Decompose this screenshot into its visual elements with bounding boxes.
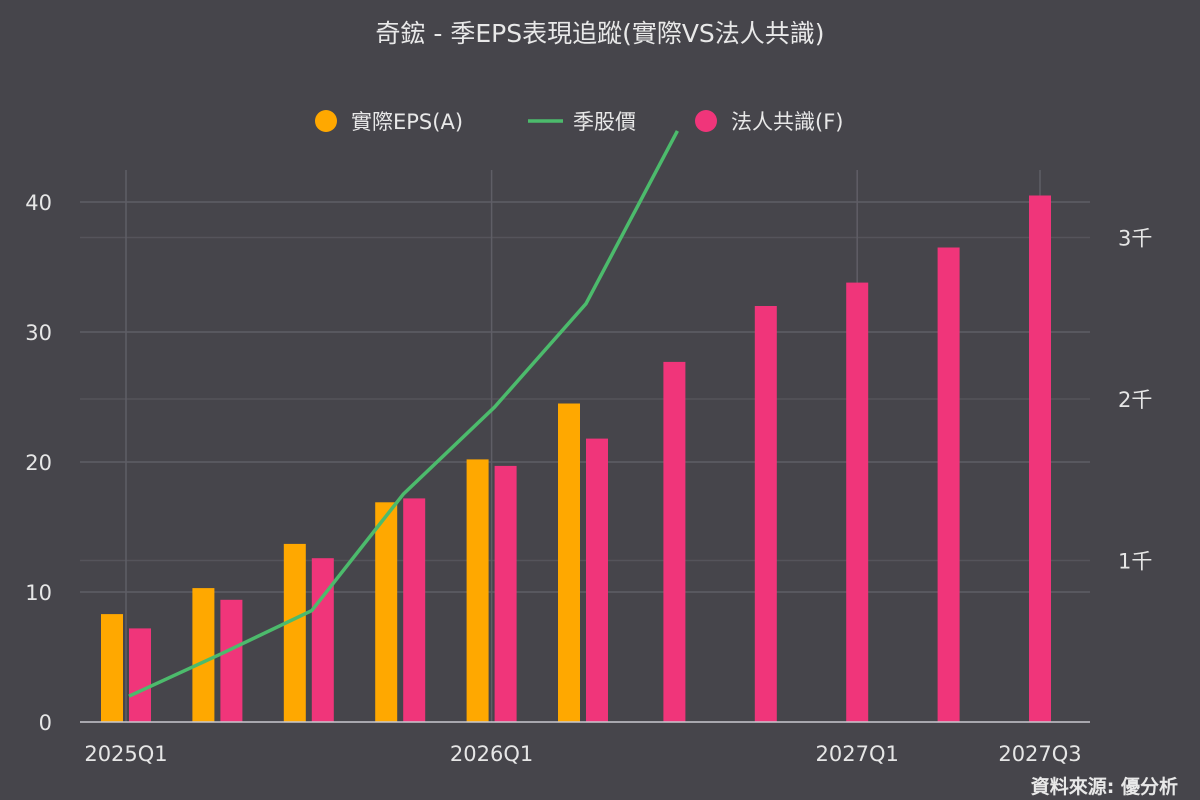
chart-title: 奇鋐 - 季EPS表現追蹤(實際VS法人共識) (375, 19, 824, 48)
bar-consensus[interactable] (937, 247, 960, 723)
bar-consensus[interactable] (494, 465, 517, 722)
bar-actual-eps[interactable] (375, 502, 398, 722)
y-left-tick-label: 40 (25, 191, 52, 215)
bar-actual-eps[interactable] (466, 459, 489, 722)
y-left-tick-label: 20 (25, 451, 52, 475)
legend-item-consensus[interactable]: 法人共識(F) (695, 110, 843, 134)
bar-actual-eps[interactable] (192, 588, 215, 722)
y-right-tick-label: 3千 (1118, 227, 1152, 251)
bar-consensus[interactable] (403, 498, 426, 722)
bar-consensus[interactable] (754, 306, 777, 722)
bar-actual-eps[interactable] (558, 403, 580, 723)
price-line-layer (128, 130, 679, 698)
x-tick-label: 2025Q1 (84, 742, 167, 766)
legend-item-stock-price[interactable]: 季股價 (528, 110, 636, 134)
y-right-tick-label: 1千 (1118, 550, 1152, 574)
legend-label-stock-price: 季股價 (573, 110, 636, 134)
bar-actual-eps[interactable] (283, 543, 306, 722)
x-tick-label: 2027Q3 (998, 742, 1081, 766)
bar-consensus[interactable] (1029, 195, 1051, 723)
bar-consensus[interactable] (846, 282, 869, 722)
y-left-tick-label: 30 (25, 321, 52, 345)
x-tick-label: 2027Q1 (816, 742, 899, 766)
bar-actual-eps[interactable] (101, 614, 123, 722)
y-left-tick-label: 0 (39, 711, 52, 735)
source-label: 資料來源: 優分析 (1031, 775, 1178, 798)
legend-item-actual-eps[interactable]: 實際EPS(A) (315, 110, 463, 134)
y-right-tick-label: 2千 (1118, 388, 1152, 412)
y-left-tick-label: 10 (25, 581, 52, 605)
bars (101, 195, 1051, 723)
bar-consensus[interactable] (311, 558, 334, 722)
axes: 0 10 20 30 40 1千 2千 3千 2025Q1 2026Q1 2027Q1 2027Q3 (25, 191, 1152, 766)
bar-consensus[interactable] (663, 361, 686, 722)
legend-label-consensus: 法人共識(F) (731, 110, 843, 134)
legend: 實際EPS(A) 季股價 法人共識(F) (315, 110, 843, 134)
x-tick-label: 2026Q1 (450, 742, 533, 766)
legend-marker-actual-eps (315, 110, 337, 132)
bar-consensus[interactable] (129, 628, 151, 722)
bar-consensus[interactable] (586, 438, 608, 722)
legend-label-actual-eps: 實際EPS(A) (351, 110, 463, 134)
legend-marker-consensus (695, 110, 717, 132)
bar-consensus[interactable] (220, 599, 243, 722)
